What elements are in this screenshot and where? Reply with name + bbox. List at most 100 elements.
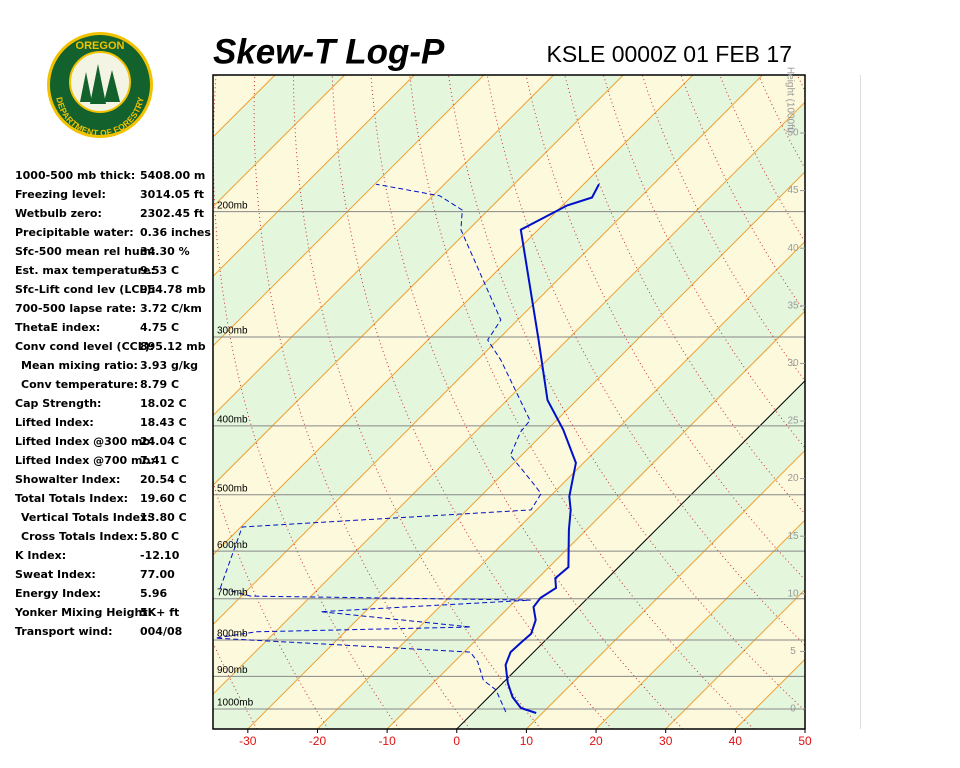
stat-label: Lifted Index @300 mb: <box>15 435 155 448</box>
stat-value: 004/08 <box>140 625 182 638</box>
dry-adiabat <box>641 75 805 382</box>
stat-value: 5.96 <box>140 587 167 600</box>
dry-adiabat <box>952 75 960 729</box>
y2-tick-label: 25 <box>787 416 799 427</box>
stat-value: 34.30 % <box>140 245 190 258</box>
stat-value: 5K+ ft <box>140 606 179 619</box>
dry-adiabat <box>914 75 960 729</box>
x-tick-label: -30 <box>239 734 257 748</box>
y2-axis-label: Height (1000ft) <box>784 67 795 133</box>
stat-label: Cross Totals Index: <box>21 530 138 543</box>
dry-adiabat <box>253 75 471 729</box>
isotherm <box>875 75 960 729</box>
stat-value: 18.02 C <box>140 397 187 410</box>
y-tick-label: 800mb <box>217 629 248 640</box>
y2-tick-label: 5 <box>790 646 796 657</box>
stat-label: Lifted Index @700 mb: <box>15 454 155 467</box>
stat-label: Wetbulb zero: <box>15 207 102 220</box>
dry-adiabat <box>293 75 542 729</box>
stat-value: 19.60 C <box>140 492 187 505</box>
y2-tick-label: 15 <box>787 531 799 542</box>
stat-value: 4.75 C <box>140 321 179 334</box>
logo-tree <box>80 72 92 102</box>
y-tick-label: 400mb <box>217 414 248 425</box>
isotherm <box>213 75 694 556</box>
stat-value: 77.00 <box>140 568 175 581</box>
stat-label: Sfc-Lift cond lev (LCL): <box>15 283 156 296</box>
stat-label: Showalter Index: <box>15 473 120 486</box>
x-tick-label: 20 <box>589 734 603 748</box>
isotherm <box>247 171 805 729</box>
stat-label: Freezing level: <box>15 188 106 201</box>
x-tick-label: -20 <box>309 734 327 748</box>
plot-area <box>213 75 960 729</box>
y-tick-label: 900mb <box>217 665 248 676</box>
y-tick-label: 700mb <box>217 587 248 598</box>
y2-tick-label: 40 <box>787 243 799 254</box>
x-tick-label: 0 <box>453 734 460 748</box>
dry-adiabat <box>409 75 755 729</box>
isotherm <box>213 75 554 417</box>
stat-label: Transport wind: <box>15 625 113 638</box>
stat-value: 18.43 C <box>140 416 187 429</box>
x-tick-label: -10 <box>378 734 396 748</box>
isotherm <box>213 75 485 347</box>
stat-label: Vertical Totals Index: <box>21 511 152 524</box>
barb-strip-edge <box>860 75 861 729</box>
chart-subtitle: KSLE 0000Z 01 FEB 17 <box>547 41 793 67</box>
temperature-line <box>504 183 600 714</box>
y2-tick-label: 0 <box>790 704 796 715</box>
isotherm <box>595 519 805 729</box>
stat-label: Sweat Index: <box>15 568 96 581</box>
dry-adiabat <box>331 75 613 729</box>
stat-label: 1000-500 mb thick: <box>15 169 135 182</box>
chart-title: Skew-T Log-P <box>213 32 445 71</box>
stat-label: Precipitable water: <box>15 226 134 239</box>
stat-label: Cap Strength: <box>15 397 101 410</box>
logo-tree <box>90 64 106 104</box>
isotherm <box>213 75 763 626</box>
logo-tree <box>104 70 120 102</box>
y-tick-label: 200mb <box>217 200 248 211</box>
plot-frame <box>212 74 806 730</box>
stat-value: -12.10 <box>140 549 180 562</box>
stat-value: 5408.00 m <box>140 169 205 182</box>
isotherm <box>213 75 346 208</box>
y2-tick-label: 20 <box>787 473 799 484</box>
x-tick-label: 40 <box>729 734 743 748</box>
y2-tick-label: 35 <box>787 300 799 311</box>
stat-label: K Index: <box>15 549 66 562</box>
stat-label: Sfc-500 mean rel hum: <box>15 245 156 258</box>
isotherm-band <box>213 75 805 695</box>
y-tick-label: 500mb <box>217 483 248 494</box>
isotherm-band <box>213 102 805 729</box>
stat-label: Mean mixing ratio: <box>21 359 138 372</box>
isotherm <box>213 75 624 486</box>
stat-label: Conv cond level (CCL): <box>15 340 154 353</box>
stat-value: 0.36 inches <box>140 226 211 239</box>
stat-value: 3014.05 ft <box>140 188 204 201</box>
stat-value: 895.12 mb <box>140 340 206 353</box>
stat-value: 20.54 C <box>140 473 187 486</box>
stat-value: 13.80 C <box>140 511 187 524</box>
stat-value: 3.93 g/kg <box>140 359 198 372</box>
y-tick-label: 300mb <box>217 326 248 337</box>
isotherm <box>386 310 805 729</box>
isotherm <box>213 101 805 695</box>
dry-adiabat <box>796 75 805 93</box>
stat-label: Yonker Mixing Height: <box>14 606 152 619</box>
stat-label: Total Totals Index: <box>15 492 128 505</box>
logo-top: OREGON <box>76 40 125 52</box>
zero-isotherm <box>456 380 805 729</box>
stat-label: Energy Index: <box>15 587 101 600</box>
isotherm <box>526 449 805 729</box>
stat-value: 8.79 C <box>140 378 179 391</box>
stat-value: 3.72 C/km <box>140 302 202 315</box>
y2-tick-label: 50 <box>787 128 799 139</box>
stat-label: Conv temperature: <box>21 378 138 391</box>
x-tick-label: 50 <box>798 734 812 748</box>
y2-tick-label: 30 <box>787 358 799 369</box>
stat-value: 7.41 C <box>140 454 179 467</box>
isotherm <box>213 75 415 278</box>
logo: OREGON DEPARTMENT OF FORESTRY <box>47 32 153 138</box>
